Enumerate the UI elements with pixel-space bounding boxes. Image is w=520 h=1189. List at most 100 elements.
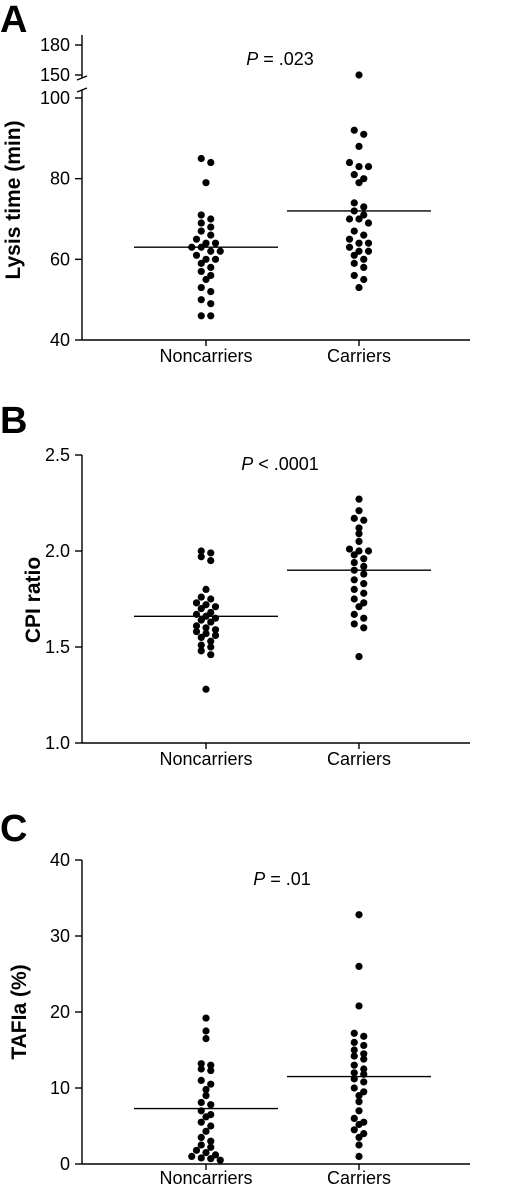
data-point-carriers-c (355, 1107, 363, 1115)
p-value-prefix-b: P (241, 454, 253, 474)
p-value-text-b: < .0001 (253, 454, 319, 474)
data-point-noncarriers-a (197, 296, 205, 304)
panel-a: A Lysis time (min) P = .023 150 180 40 60 80… (0, 0, 470, 366)
panel-letter-b: B (0, 400, 27, 442)
y-tick-label-a: 80 (50, 169, 70, 189)
panel-c: C TAFIa (%) P = .01 0 10 20 30 40 Noncarrier… (0, 808, 470, 1188)
data-point-carriers-c (350, 1046, 358, 1054)
data-point-noncarriers-a (197, 312, 205, 320)
data-point-noncarriers-b (211, 603, 220, 611)
data-point-carriers-a (360, 175, 368, 183)
y-tick-label-c: 40 (50, 850, 70, 870)
data-point-noncarriers-b (202, 585, 210, 594)
data-point-noncarriers-a (207, 215, 215, 223)
data-point-noncarriers-a (207, 231, 215, 239)
p-value-text-a: = .023 (258, 49, 314, 69)
data-point-noncarriers-c (207, 1101, 215, 1109)
data-point-carriers-b (355, 507, 363, 515)
axis-break-mark-a (76, 87, 88, 93)
data-point-noncarriers-c (202, 1035, 210, 1043)
data-point-carriers-a (345, 235, 354, 243)
category-label-carriers-b: Carriers (327, 749, 391, 769)
data-point-carriers-a (360, 130, 368, 138)
data-point-carriers-c (355, 1098, 363, 1106)
data-point-carriers-a (350, 251, 358, 259)
data-point-noncarriers-b (207, 549, 215, 557)
data-point-carriers-b (350, 610, 358, 618)
category-label-carriers-a: Carriers (327, 346, 391, 366)
data-point-noncarriers-a (202, 239, 210, 247)
data-point-carriers-c (360, 1078, 368, 1086)
data-point-noncarriers-c (197, 1098, 205, 1107)
data-point-carriers-b (355, 603, 363, 611)
data-point-carriers-c (355, 1002, 363, 1010)
data-point-noncarriers-b (192, 622, 201, 630)
y-tick-label-b: 2.0 (45, 541, 70, 561)
data-point-noncarriers-a (202, 179, 210, 187)
data-point-noncarriers-b (211, 626, 220, 634)
data-point-noncarriers-c (188, 1152, 196, 1160)
data-point-noncarriers-a (197, 211, 205, 219)
data-point-noncarriers-a (197, 267, 205, 276)
data-point-carriers-b (355, 530, 363, 538)
data-point-noncarriers-a (207, 300, 215, 308)
y-tick-label-a: 180 (40, 35, 70, 55)
data-point-noncarriers-c (207, 1066, 215, 1075)
data-point-noncarriers-c (202, 1113, 210, 1121)
plot-area-a: 150 180 40 60 80 100 (40, 35, 470, 350)
data-point-carriers-a (350, 259, 358, 267)
data-point-noncarriers-c (207, 1080, 215, 1088)
data-point-noncarriers-b (197, 605, 205, 613)
data-point-carriers-b (360, 516, 368, 524)
y-tick-label-b: 1.5 (45, 637, 70, 657)
data-point-noncarriers-b (207, 618, 215, 626)
data-point-carriers-c (355, 1092, 363, 1100)
data-point-noncarriers-a (202, 275, 210, 284)
data-point-noncarriers-a (197, 219, 205, 227)
data-point-noncarriers-c (197, 1118, 205, 1126)
data-point-noncarriers-c (207, 1122, 215, 1130)
data-point-noncarriers-c (197, 1076, 205, 1084)
data-point-noncarriers-b (192, 628, 201, 636)
data-point-carriers-b (360, 555, 368, 563)
data-point-carriers-c (355, 1133, 363, 1141)
data-point-carriers-a (355, 162, 363, 171)
data-point-carriers-c (350, 1052, 358, 1060)
data-point-noncarriers-b (197, 553, 205, 561)
data-point-carriers-c (360, 1055, 368, 1063)
y-tick-label-b: 1.0 (45, 733, 70, 753)
data-point-noncarriers-a (192, 235, 201, 243)
panel-b: B CPI ratio P < .0001 1.0 1.5 2.0 2.5 Nonca… (0, 400, 470, 769)
data-point-carriers-a (355, 247, 363, 255)
data-point-carriers-c (350, 1084, 358, 1092)
data-point-noncarriers-c (202, 1014, 210, 1022)
data-point-noncarriers-b (211, 631, 220, 640)
data-point-carriers-b (360, 624, 368, 632)
data-point-carriers-b (350, 551, 358, 559)
data-point-carriers-c (360, 1041, 368, 1050)
data-point-carriers-c (355, 1152, 363, 1160)
y-axis-label-c: TAFIa (%) (8, 964, 31, 1059)
data-point-carriers-b (360, 589, 368, 597)
data-point-carriers-b (350, 576, 358, 584)
data-point-carriers-b (350, 595, 358, 603)
category-label-noncarriers-a: Noncarriers (159, 346, 252, 366)
p-value-b: P < .0001 (241, 454, 319, 474)
data-point-carriers-a (355, 215, 363, 223)
data-point-carriers-b (355, 653, 363, 661)
data-point-carriers-c (355, 1141, 363, 1149)
data-point-carriers-a (360, 263, 368, 271)
data-point-carriers-a (350, 171, 358, 179)
data-point-carriers-a (360, 203, 368, 211)
data-point-carriers-c (350, 1038, 358, 1046)
data-point-carriers-a (355, 283, 363, 292)
data-point-noncarriers-b (197, 633, 205, 642)
data-point-carriers-a (350, 199, 358, 207)
data-point-carriers-a (345, 243, 354, 251)
data-point-carriers-b (350, 620, 358, 628)
data-point-noncarriers-c (207, 1143, 215, 1151)
y-tick-label-a: 150 (40, 65, 70, 85)
data-point-noncarriers-a (197, 283, 205, 292)
data-point-carriers-b (364, 547, 373, 555)
data-point-carriers-c (360, 1032, 368, 1040)
